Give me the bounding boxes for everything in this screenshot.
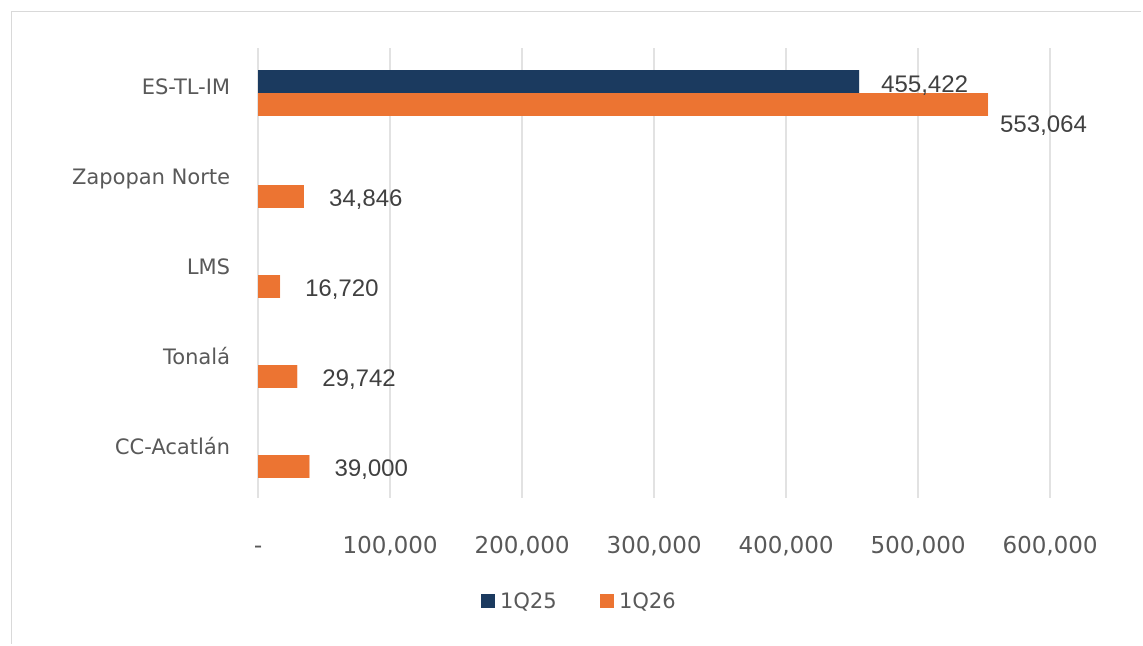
x-tick-label: 200,000 bbox=[474, 533, 569, 559]
bar-1q25-0 bbox=[258, 70, 860, 93]
chart-frame bbox=[11, 11, 1141, 644]
bar-1q26-3 bbox=[258, 365, 298, 388]
legend-label: 1Q25 bbox=[500, 589, 557, 613]
category-label: LMS bbox=[187, 255, 230, 279]
bar-1q26-2 bbox=[258, 275, 281, 298]
x-tick-label: 300,000 bbox=[606, 533, 701, 559]
x-tick-label: 600,000 bbox=[1002, 533, 1097, 559]
legend-swatch-1q25 bbox=[481, 594, 495, 608]
data-label-1q26: 553,064 bbox=[1000, 111, 1087, 138]
data-label-1q26: 29,742 bbox=[322, 365, 395, 392]
legend-label: 1Q26 bbox=[619, 589, 676, 613]
bar-1q26-0 bbox=[258, 93, 989, 116]
category-label: ES-TL-IM bbox=[142, 75, 230, 99]
bar-1q26-1 bbox=[258, 185, 304, 208]
x-tick-label: - bbox=[254, 533, 262, 559]
x-tick-label: 500,000 bbox=[870, 533, 965, 559]
bar-1q26-4 bbox=[258, 455, 310, 478]
x-tick-label: 100,000 bbox=[342, 533, 437, 559]
x-tick-label: 400,000 bbox=[738, 533, 833, 559]
data-label-1q26: 34,846 bbox=[329, 185, 402, 212]
category-label: Zapopan Norte bbox=[72, 165, 230, 189]
data-label-1q25: 455,422 bbox=[881, 71, 968, 98]
data-label-1q26: 39,000 bbox=[334, 455, 407, 482]
data-label-1q26: 16,720 bbox=[305, 275, 378, 302]
category-label: Tonalá bbox=[162, 345, 230, 369]
legend-swatch-1q26 bbox=[600, 594, 614, 608]
category-label: CC-Acatlán bbox=[115, 435, 230, 459]
